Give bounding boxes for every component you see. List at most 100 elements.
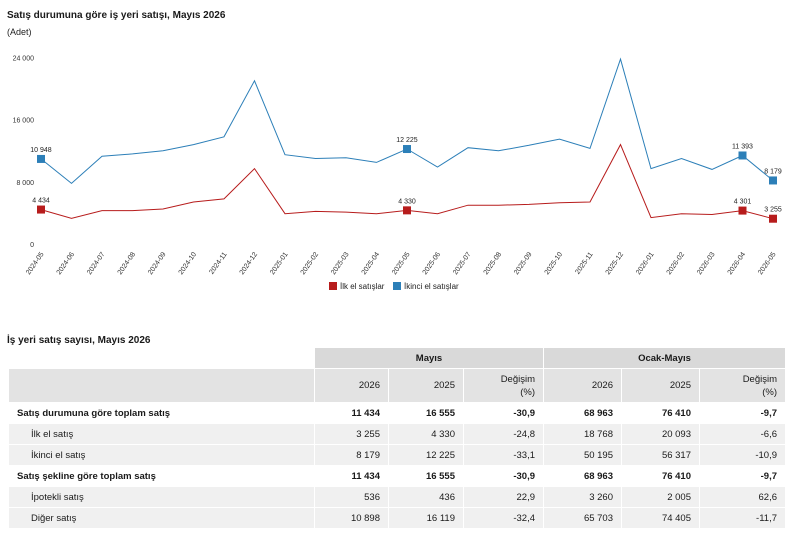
table-corner-cell: [8, 347, 315, 369]
x-tick-label: 2025-09: [513, 251, 534, 276]
line-chart: 0 8 000 16 000 24 000 2024-05 2024-06 2024-07 2…: [13, 56, 782, 291]
x-tick-label: 2026-03: [696, 251, 717, 276]
change-label: Değişim: [500, 373, 535, 385]
legend-label: İlk el satışlar: [340, 282, 385, 291]
change-pct-label: (%): [520, 386, 535, 398]
legend-swatch: [329, 282, 337, 290]
data-label: 4 434: [32, 198, 50, 205]
table-column-header-row: 2026 2025 Değişim (%) 2026 2025 Değişim (%…: [8, 368, 786, 403]
col-header-2025-cum: 2025: [621, 368, 700, 403]
table-cell: -9,7: [699, 465, 786, 487]
x-tick-label: 2025-01: [269, 251, 290, 276]
table-cell: 22,9: [463, 486, 544, 508]
table-cell: 536: [314, 486, 389, 508]
table-cell: 12 225: [388, 444, 464, 466]
data-label: 11 393: [732, 143, 753, 150]
data-point-marker: [769, 214, 777, 223]
table-cell: 11 434: [314, 465, 389, 487]
table-cell: 16 555: [388, 402, 464, 424]
x-tick-label: 2024-07: [86, 251, 107, 276]
x-tick-label: 2025-06: [422, 251, 443, 276]
sales-table: Mayıs Ocak-Mayıs 2026 2025 Değişim (%) 20…: [8, 347, 786, 529]
x-tick-label: 2025-03: [330, 251, 351, 276]
table-cell: 436: [388, 486, 464, 508]
table-cell: 56 317: [621, 444, 700, 466]
table-group-header-row: Mayıs Ocak-Mayıs: [8, 347, 786, 369]
x-tick-label: 2025-12: [605, 251, 626, 276]
row-label: İpotekli satış: [8, 486, 315, 508]
data-label: 10 948: [30, 147, 52, 154]
data-label: 4 301: [734, 199, 752, 206]
x-tick-label: 2025-11: [574, 251, 594, 276]
table-cell: -6,6: [699, 423, 786, 445]
group-header-jan-may: Ocak-Mayıs: [543, 347, 786, 369]
table-row: İlk el satış 3 255 4 330 -24,8 18 768 20 093-…: [8, 423, 786, 445]
data-point-marker: [769, 176, 777, 185]
x-tick-label: 2024-08: [117, 251, 138, 276]
x-tick-label: 2024-12: [239, 251, 260, 276]
table-cell: 76 410: [621, 402, 700, 424]
x-tick-label: 2025-10: [544, 251, 565, 276]
x-tick-label: 2025-08: [483, 251, 504, 276]
change-pct-label-cum: (%): [762, 386, 777, 398]
table-row: Satış durumuna göre toplam satış 11 434 16…: [8, 402, 786, 424]
x-tick-label: 2024-05: [25, 251, 46, 276]
chart-title: Satış durumuna göre iş yeri satışı, Mayı…: [7, 10, 226, 21]
x-tick-label: 2026-04: [727, 251, 748, 276]
table-label-header: [8, 368, 315, 403]
x-tick-label: 2025-07: [452, 251, 473, 276]
table-cell: 68 963: [543, 465, 622, 487]
table-cell: 50 195: [543, 444, 622, 466]
data-label: 3 255: [764, 207, 782, 214]
change-label-cum: Değişim: [742, 373, 777, 385]
legend-swatch: [393, 282, 401, 290]
data-point-marker: [738, 206, 747, 215]
table-cell: 62,6: [699, 486, 786, 508]
table-cell: 3 260: [543, 486, 622, 508]
data-label: 4 330: [398, 198, 416, 205]
data-label: 12 225: [396, 137, 418, 144]
table-cell: -10,9: [699, 444, 786, 466]
table-cell: 65 703: [543, 507, 622, 529]
row-label: Diğer satış: [8, 507, 315, 529]
x-tick-label: 2025-05: [391, 251, 412, 276]
col-header-2025: 2025: [388, 368, 464, 403]
table-title: İş yeri satış sayısı, Mayıs 2026: [7, 335, 151, 346]
series-line-second-hand: [40, 57, 774, 185]
table-cell: -32,4: [463, 507, 544, 529]
y-tick-label: 16 000: [13, 118, 35, 125]
x-tick-label: 2024-06: [56, 251, 77, 276]
table-cell: -30,9: [463, 402, 544, 424]
data-label: 8 179: [764, 168, 782, 175]
data-point-marker: [37, 205, 45, 214]
x-tick-label: 2025-04: [361, 251, 382, 276]
chart-unit-label: (Adet): [7, 27, 32, 37]
table-cell: 16 119: [388, 507, 464, 529]
y-tick-label: 0: [30, 242, 34, 249]
row-label: Satış durumuna göre toplam satış: [8, 402, 315, 424]
row-label: Satış şekline göre toplam satış: [8, 465, 315, 487]
table-cell: 11 434: [314, 402, 389, 424]
table-cell: -11,7: [699, 507, 786, 529]
table-cell: -30,9: [463, 465, 544, 487]
table-row: Satış şekline göre toplam satış 11 434 16 …: [8, 465, 786, 487]
table-cell: 74 405: [621, 507, 700, 529]
table-cell: 20 093: [621, 423, 700, 445]
table-row: Diğer satış 10 898 16 119 -32,4 65 703 74 405…: [8, 507, 786, 529]
table-cell: 10 898: [314, 507, 389, 529]
legend-label: İkinci el satışlar: [404, 282, 459, 291]
col-header-2026-cum: 2026: [543, 368, 622, 403]
row-label: İkinci el satış: [8, 444, 315, 466]
table-cell: -9,7: [699, 402, 786, 424]
data-point-marker: [403, 145, 411, 154]
y-tick-label: 8 000: [16, 180, 34, 187]
table-cell: 3 255: [314, 423, 389, 445]
table-cell: 18 768: [543, 423, 622, 445]
table-row: İkinci el satış 8 179 12 225 -33,1 50 195 56 …: [8, 444, 786, 466]
data-point-marker: [37, 154, 45, 163]
x-tick-label: 2026-01: [635, 251, 656, 276]
table-cell: 4 330: [388, 423, 464, 445]
col-header-2026: 2026: [314, 368, 389, 403]
table-cell: -33,1: [463, 444, 544, 466]
x-tick-label: 2025-02: [300, 251, 321, 276]
